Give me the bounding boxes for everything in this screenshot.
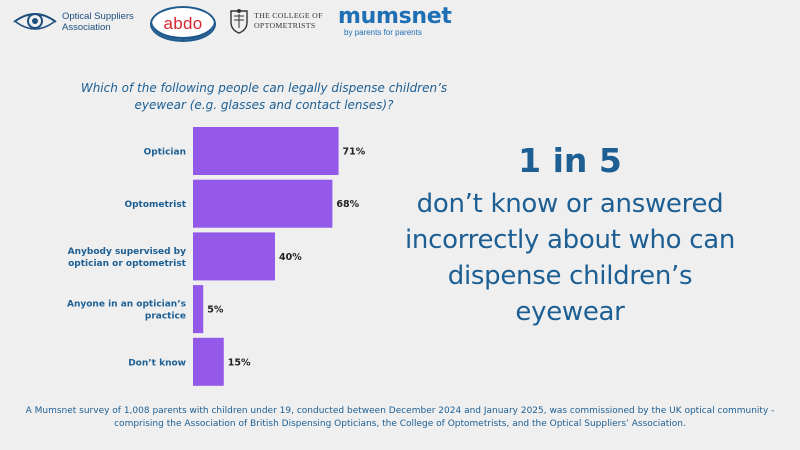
- category-label: Don’t know: [128, 358, 186, 368]
- bar: [193, 337, 224, 386]
- bar: [193, 232, 275, 281]
- college-logo-line2: OPTOMETRISTS: [254, 21, 316, 30]
- category-label: Anybody supervised by: [68, 247, 186, 257]
- eye-icon: [13, 13, 57, 30]
- abdo-logo: abdo: [150, 6, 216, 42]
- osa-logo-line1: Optical Suppliers: [62, 11, 134, 22]
- footnote-line1: A Mumsnet survey of 1,008 parents with c…: [25, 406, 775, 416]
- osa-logo-line2: Association: [62, 22, 111, 33]
- category-label: Optometrist: [124, 200, 186, 210]
- value-label: 5%: [207, 305, 224, 316]
- category-label: practice: [145, 312, 186, 322]
- bar: [193, 127, 339, 175]
- footnote: A Mumsnet survey of 1,008 parents with c…: [0, 405, 800, 431]
- category-label: Anyone in an optician’s: [67, 300, 186, 310]
- mumsnet-logo-tagline: by parents for parents: [344, 28, 422, 37]
- crest-icon: [230, 9, 248, 34]
- logo-bar: Optical Suppliers Association abdo THE C…: [0, 0, 800, 48]
- value-label: 71%: [343, 147, 366, 158]
- stat-headline: 1 in 5: [518, 141, 622, 180]
- value-label: 15%: [228, 357, 251, 368]
- category-label: Optician: [144, 148, 186, 158]
- stat-body: don’t know or answered incorrectly about…: [404, 189, 736, 327]
- college-logo-line1: THE COLLEGE OF: [254, 11, 323, 20]
- mumsnet-logo: mumsnet by parents for parents: [338, 6, 452, 38]
- abdo-logo-text: abdo: [150, 6, 216, 42]
- category-label: optician or optometrist: [68, 259, 187, 269]
- bar: [193, 285, 204, 334]
- footnote-line2: comprising the Association of British Di…: [114, 419, 686, 429]
- osa-logo: Optical Suppliers Association: [12, 8, 134, 36]
- mumsnet-logo-name: mumsnet: [338, 4, 452, 29]
- value-label: 68%: [336, 199, 359, 210]
- chart-title: Which of the following people can legall…: [80, 81, 448, 112]
- value-label: 40%: [279, 252, 302, 263]
- college-logo: THE COLLEGE OF OPTOMETRISTS: [228, 8, 323, 34]
- bar: [193, 179, 333, 228]
